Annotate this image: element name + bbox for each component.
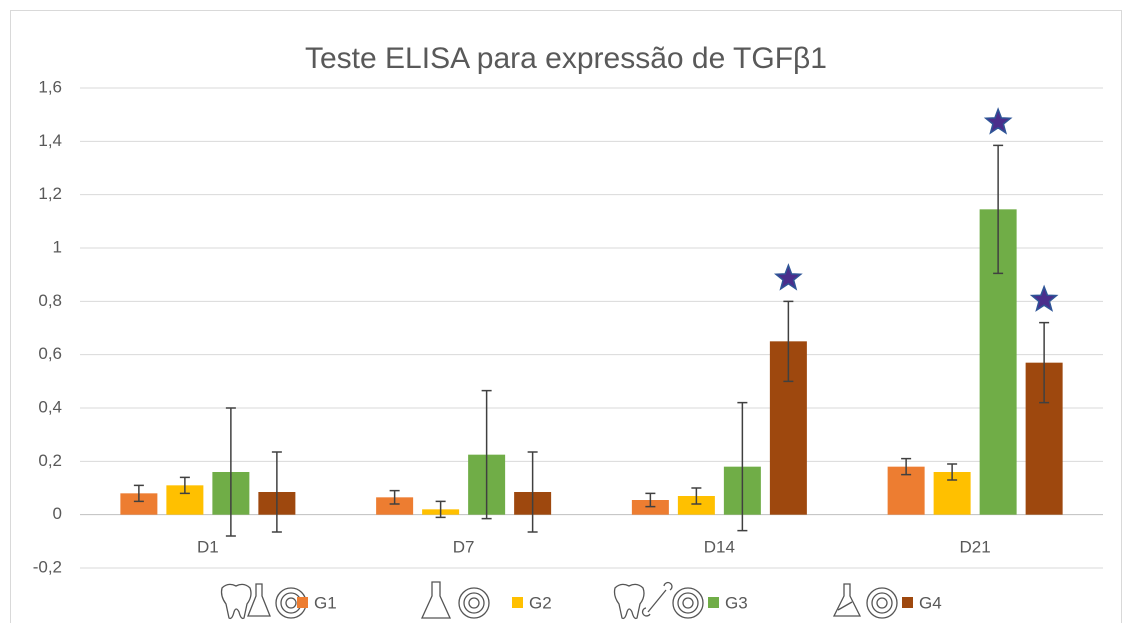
bar (120, 493, 158, 515)
legend-swatch (512, 597, 523, 608)
bar (677, 496, 715, 515)
legend-label: G4 (919, 593, 942, 612)
error-bar (271, 451, 282, 533)
chart-frame (10, 10, 1122, 628)
error-bar (435, 500, 446, 519)
error-bar (645, 492, 656, 508)
x-tick-label: D1 (197, 537, 219, 556)
error-bar (993, 144, 1004, 275)
y-tick-label: 1,2 (38, 184, 62, 203)
significance-star (1029, 284, 1059, 312)
y-tick-label: 0,4 (38, 397, 62, 416)
bar (376, 497, 414, 515)
error-bar (737, 401, 748, 532)
error-bar (133, 484, 144, 503)
error-bar (179, 476, 190, 495)
error-bar (783, 300, 794, 383)
legend-swatch (708, 597, 719, 608)
error-bar (691, 487, 702, 505)
chart-title: Teste ELISA para expressão de TGFβ1 (305, 42, 827, 75)
x-tick-label: D7 (453, 537, 475, 556)
error-bar (901, 457, 912, 476)
y-tick-label: 1,4 (38, 131, 62, 150)
error-bar (947, 463, 958, 481)
significance-star (983, 107, 1013, 135)
x-tick-label: D21 (960, 537, 991, 556)
legend-label: G3 (725, 593, 748, 612)
legend-label: G1 (314, 593, 337, 612)
y-tick-label: 0,6 (38, 344, 62, 363)
y-tick-label: 0 (53, 504, 62, 523)
x-tick-label: D14 (704, 537, 735, 556)
legend-swatch (297, 597, 308, 608)
y-tick-label: -0,2 (33, 557, 62, 576)
legend-icons (220, 581, 898, 620)
error-bar (527, 451, 538, 533)
error-bar (1039, 321, 1050, 404)
y-tick-label: 0,2 (38, 451, 62, 470)
significance-star (773, 263, 803, 291)
legend-swatch (902, 597, 913, 608)
y-tick-label: 1,6 (38, 77, 62, 96)
y-tick-label: 0,8 (38, 291, 62, 310)
error-bar (389, 489, 400, 505)
error-bar (481, 389, 492, 520)
error-bar (225, 407, 236, 537)
legend-label: G2 (529, 593, 552, 612)
y-tick-label: 1 (53, 237, 62, 256)
